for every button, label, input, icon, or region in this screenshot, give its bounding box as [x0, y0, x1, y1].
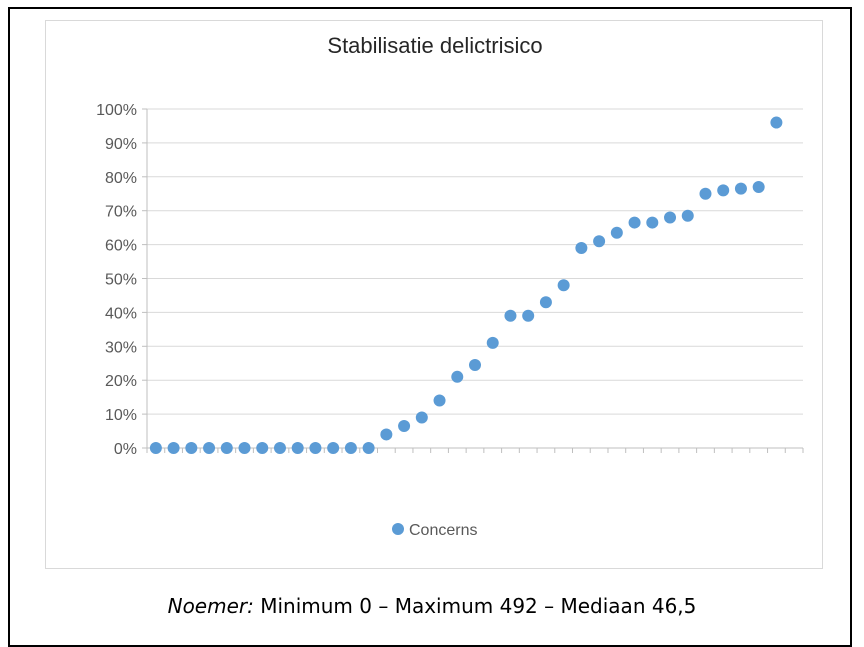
data-point	[681, 209, 694, 222]
gridlines	[147, 108, 803, 415]
data-point	[344, 442, 357, 454]
y-tick-label: 20%	[105, 373, 137, 390]
data-point	[327, 442, 340, 454]
data-point	[539, 296, 552, 309]
legend-label-concerns: Concerns	[409, 522, 477, 539]
chart-area: Stabilisatie delictrisico 0% 10% 20% 30% 40%…	[45, 20, 823, 569]
data-point	[486, 336, 499, 349]
data-point	[646, 216, 659, 229]
data-point	[273, 442, 286, 454]
footnote-label: Noemer:	[167, 594, 254, 618]
chart-title: Stabilisatie delictrisico	[327, 33, 542, 58]
data-point	[628, 216, 641, 229]
legend-marker-concerns	[392, 523, 404, 535]
legend: Concerns	[392, 522, 477, 539]
data-point	[220, 442, 233, 454]
data-point	[504, 309, 517, 322]
data-point	[256, 442, 269, 454]
y-tick-label: 80%	[105, 170, 137, 187]
data-point	[433, 394, 446, 407]
data-point	[610, 226, 623, 239]
footnote-text: Minimum 0 – Maximum 492 – Mediaan 46,5	[253, 594, 697, 618]
y-tick-label: 70%	[105, 204, 137, 221]
data-point	[167, 442, 180, 454]
axes	[142, 108, 804, 453]
y-tick-label: 30%	[105, 339, 137, 356]
data-point	[593, 235, 606, 248]
footnote: Noemer: Minimum 0 – Maximum 492 – Mediaa…	[0, 594, 864, 618]
data-point	[664, 211, 677, 224]
data-point	[291, 442, 304, 454]
y-tick-label: 90%	[105, 136, 137, 153]
data-point	[752, 180, 765, 193]
data-point	[380, 428, 393, 441]
data-point	[522, 309, 535, 322]
y-tick-label: 50%	[105, 272, 137, 289]
data-point	[149, 442, 162, 454]
data-point	[185, 442, 198, 454]
data-points	[149, 116, 783, 454]
data-point	[770, 116, 783, 129]
y-tick-label: 10%	[105, 407, 137, 424]
data-point	[699, 187, 712, 200]
y-tick-labels: 0% 10% 20% 30% 40% 50% 60% 70% 80% 90% 100%	[96, 102, 137, 458]
data-point	[717, 184, 730, 197]
data-point	[398, 419, 411, 432]
data-point	[469, 358, 481, 371]
data-point	[203, 442, 216, 454]
data-point	[415, 411, 428, 424]
data-point	[309, 442, 322, 454]
data-point	[362, 442, 375, 454]
data-point	[575, 241, 588, 254]
data-point	[451, 370, 464, 383]
y-tick-label: 100%	[96, 102, 137, 119]
scatter-chart: Stabilisatie delictrisico 0% 10% 20% 30% 40%…	[96, 33, 804, 539]
y-tick-label: 0%	[114, 441, 137, 458]
data-point	[734, 182, 747, 195]
y-tick-label: 40%	[105, 305, 137, 322]
y-tick-label: 60%	[105, 238, 137, 255]
data-point	[238, 442, 251, 454]
data-point	[557, 279, 570, 292]
